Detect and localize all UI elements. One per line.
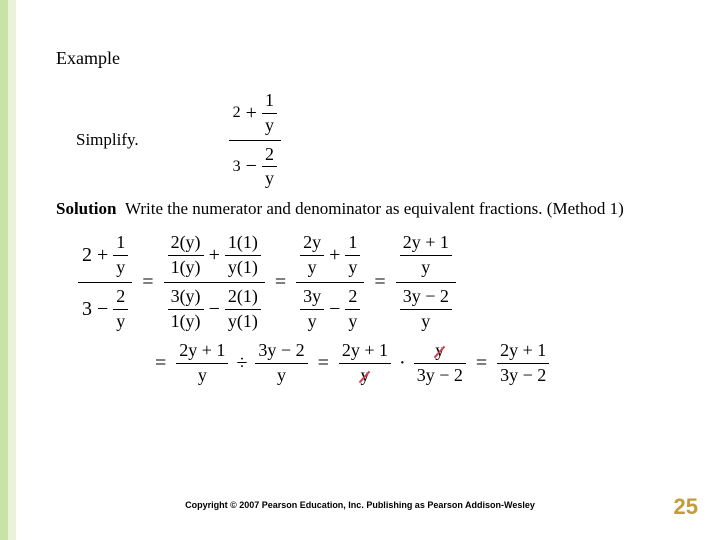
page-number: 25 bbox=[674, 494, 698, 520]
copyright-footer: Copyright © 2007 Pearson Education, Inc.… bbox=[0, 500, 720, 510]
init-den-left: 3 bbox=[233, 158, 241, 176]
initial-expression: 2 + 1 y 3 − 2 y bbox=[229, 89, 281, 191]
step1c: 2y + 1y 3y − 2y bbox=[396, 231, 456, 333]
eq-2: = bbox=[271, 271, 290, 294]
cancel-y-1: y bbox=[360, 366, 369, 386]
step2-row: = 2y + 1y ÷ 3y − 2y = 2y + 1y · y3y − 2 … bbox=[151, 341, 696, 386]
step2-div-b: 3y − 2y bbox=[255, 341, 307, 386]
step1b: 2yy + 1y 3yy − 2y bbox=[296, 231, 364, 333]
init-den-op: − bbox=[244, 155, 259, 178]
example-title: Example bbox=[56, 48, 696, 69]
step1-row: 2+ 1y 3− 2y = 2(y)1(y) + 1(1)y(1) 3(y)1(… bbox=[78, 231, 696, 333]
init-num-left: 2 bbox=[233, 104, 241, 122]
step1-lhs: 2+ 1y 3− 2y bbox=[78, 231, 132, 333]
eq-5: = bbox=[314, 352, 333, 375]
dot-op: · bbox=[397, 352, 408, 375]
init-num-op: + bbox=[244, 102, 259, 125]
bar-seg-1 bbox=[0, 0, 8, 540]
solution-text: Write the numerator and denominator as e… bbox=[125, 199, 624, 218]
cancel-y-2: y bbox=[435, 341, 444, 361]
solution-label: Solution bbox=[56, 199, 116, 218]
simplify-label: Simplify. bbox=[76, 130, 139, 150]
init-num-frac: 1 y bbox=[262, 91, 277, 136]
eq-3: = bbox=[370, 271, 389, 294]
step2-div-a: 2y + 1y bbox=[176, 341, 228, 386]
prompt-row: Simplify. 2 + 1 y 3 − 2 y bbox=[56, 89, 696, 191]
step1a: 2(y)1(y) + 1(1)y(1) 3(y)1(y) − 2(1)y(1) bbox=[164, 231, 265, 333]
left-accent-bar bbox=[0, 0, 24, 540]
eq-1: = bbox=[138, 271, 157, 294]
eq-6: = bbox=[472, 352, 491, 375]
step2-result: 2y + 13y − 2 bbox=[497, 341, 549, 386]
bar-seg-2 bbox=[8, 0, 16, 540]
eq-4: = bbox=[151, 352, 170, 375]
init-den-frac: 2 y bbox=[262, 145, 277, 190]
step2-mul-a: 2y + 1y bbox=[339, 341, 391, 386]
step2-mul-b: y3y − 2 bbox=[414, 341, 466, 386]
slide-content: Example Simplify. 2 + 1 y 3 − 2 y bbox=[56, 48, 696, 394]
bar-seg-3 bbox=[16, 0, 24, 540]
divide-op: ÷ bbox=[234, 352, 249, 375]
solution-line: Solution Write the numerator and denomin… bbox=[56, 199, 696, 219]
